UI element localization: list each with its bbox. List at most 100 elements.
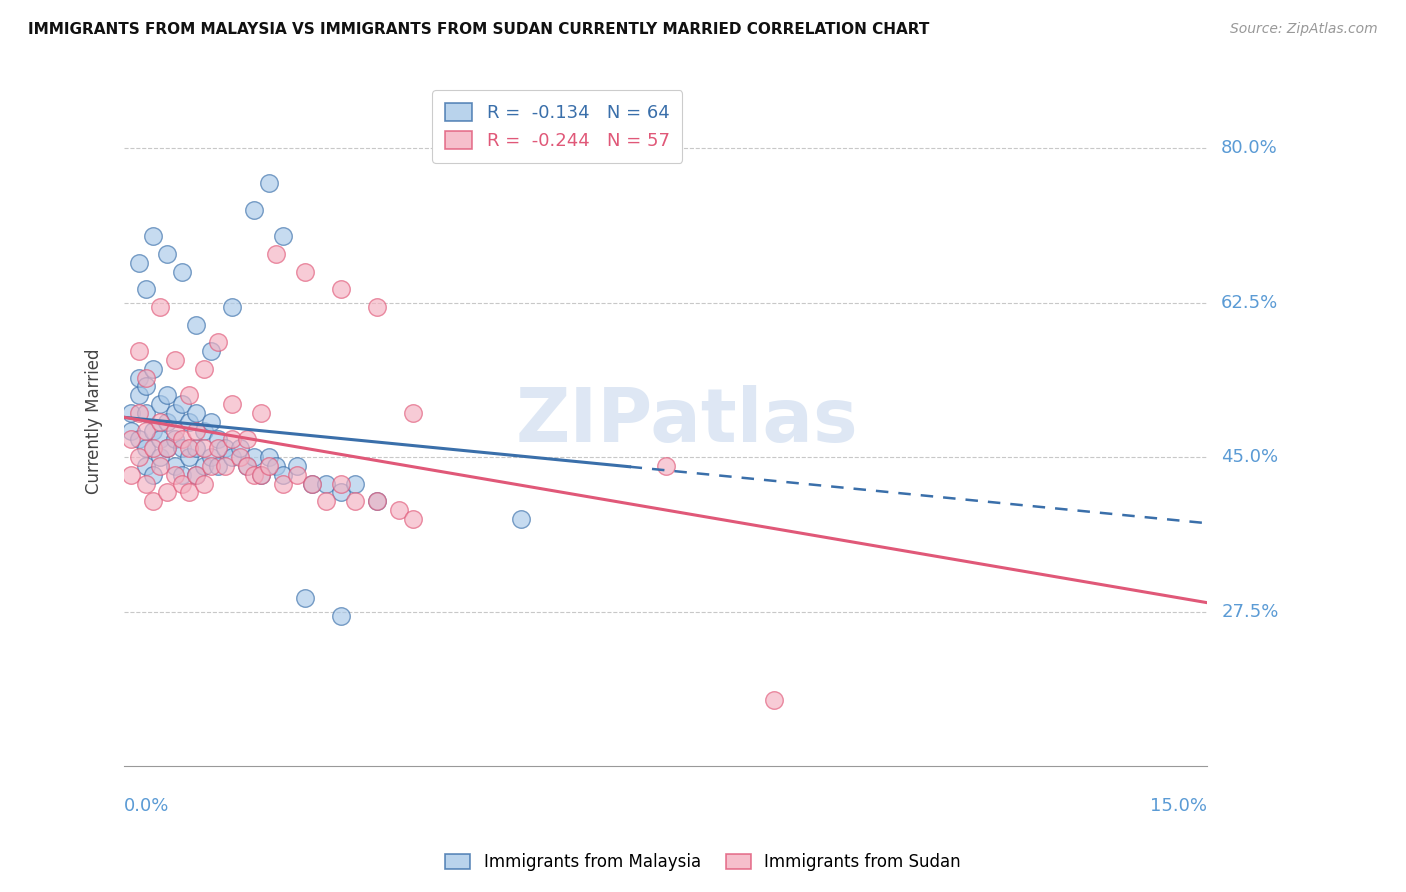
Text: ZIPatlas: ZIPatlas bbox=[516, 385, 859, 458]
Point bbox=[156, 441, 179, 455]
Point bbox=[128, 256, 150, 270]
Point bbox=[654, 458, 676, 473]
Point bbox=[186, 424, 208, 438]
Point bbox=[221, 300, 243, 314]
Point bbox=[142, 441, 165, 455]
Point bbox=[402, 512, 425, 526]
Point bbox=[170, 265, 193, 279]
Point bbox=[163, 353, 186, 368]
Point bbox=[135, 379, 157, 393]
Point bbox=[315, 476, 337, 491]
Point bbox=[243, 467, 266, 482]
Point bbox=[301, 476, 323, 491]
Point bbox=[250, 406, 273, 420]
Point bbox=[163, 433, 186, 447]
Point bbox=[142, 229, 165, 244]
Point bbox=[186, 467, 208, 482]
Point bbox=[186, 441, 208, 455]
Point bbox=[128, 344, 150, 359]
Point bbox=[135, 424, 157, 438]
Point bbox=[193, 458, 215, 473]
Point bbox=[170, 441, 193, 455]
Point bbox=[329, 282, 352, 296]
Point bbox=[271, 467, 294, 482]
Point bbox=[207, 441, 229, 455]
Text: 0.0%: 0.0% bbox=[124, 797, 170, 814]
Point bbox=[135, 370, 157, 384]
Point bbox=[366, 300, 388, 314]
Point bbox=[193, 424, 215, 438]
Point bbox=[366, 494, 388, 508]
Point bbox=[214, 458, 236, 473]
Point bbox=[128, 433, 150, 447]
Point bbox=[236, 458, 259, 473]
Point bbox=[200, 450, 222, 464]
Point bbox=[207, 335, 229, 350]
Point bbox=[193, 476, 215, 491]
Point bbox=[128, 370, 150, 384]
Point bbox=[179, 415, 201, 429]
Point bbox=[250, 467, 273, 482]
Point bbox=[142, 361, 165, 376]
Point bbox=[200, 458, 222, 473]
Point bbox=[763, 693, 786, 707]
Point bbox=[294, 265, 316, 279]
Point bbox=[179, 450, 201, 464]
Point bbox=[135, 476, 157, 491]
Legend: Immigrants from Malaysia, Immigrants from Sudan: Immigrants from Malaysia, Immigrants fro… bbox=[437, 845, 969, 880]
Point bbox=[128, 450, 150, 464]
Point bbox=[366, 494, 388, 508]
Point bbox=[200, 344, 222, 359]
Point bbox=[142, 467, 165, 482]
Point bbox=[301, 476, 323, 491]
Point bbox=[510, 512, 533, 526]
Point bbox=[120, 433, 142, 447]
Point bbox=[179, 485, 201, 500]
Text: Source: ZipAtlas.com: Source: ZipAtlas.com bbox=[1230, 22, 1378, 37]
Point bbox=[149, 300, 172, 314]
Point bbox=[163, 424, 186, 438]
Point bbox=[236, 433, 259, 447]
Point bbox=[344, 476, 367, 491]
Point bbox=[193, 441, 215, 455]
Point bbox=[120, 406, 142, 420]
Point bbox=[329, 476, 352, 491]
Point bbox=[186, 318, 208, 332]
Point bbox=[170, 467, 193, 482]
Point bbox=[236, 458, 259, 473]
Point bbox=[221, 433, 243, 447]
Point bbox=[128, 388, 150, 402]
Point bbox=[135, 441, 157, 455]
Text: 15.0%: 15.0% bbox=[1150, 797, 1208, 814]
Point bbox=[207, 458, 229, 473]
Point bbox=[344, 494, 367, 508]
Point bbox=[149, 458, 172, 473]
Point bbox=[228, 441, 250, 455]
Text: 45.0%: 45.0% bbox=[1222, 448, 1278, 466]
Point bbox=[170, 397, 193, 411]
Point bbox=[170, 476, 193, 491]
Point bbox=[156, 415, 179, 429]
Point bbox=[200, 415, 222, 429]
Point bbox=[163, 406, 186, 420]
Point bbox=[221, 450, 243, 464]
Point bbox=[186, 406, 208, 420]
Point bbox=[243, 202, 266, 217]
Point bbox=[315, 494, 337, 508]
Point bbox=[264, 458, 287, 473]
Point bbox=[329, 609, 352, 624]
Point bbox=[287, 458, 309, 473]
Point bbox=[142, 494, 165, 508]
Point bbox=[135, 458, 157, 473]
Point bbox=[271, 476, 294, 491]
Point bbox=[250, 467, 273, 482]
Point bbox=[294, 591, 316, 606]
Point bbox=[193, 361, 215, 376]
Text: 80.0%: 80.0% bbox=[1222, 139, 1278, 157]
Text: 27.5%: 27.5% bbox=[1222, 602, 1278, 621]
Point bbox=[264, 247, 287, 261]
Point bbox=[402, 406, 425, 420]
Point bbox=[149, 450, 172, 464]
Point bbox=[257, 458, 280, 473]
Point bbox=[287, 467, 309, 482]
